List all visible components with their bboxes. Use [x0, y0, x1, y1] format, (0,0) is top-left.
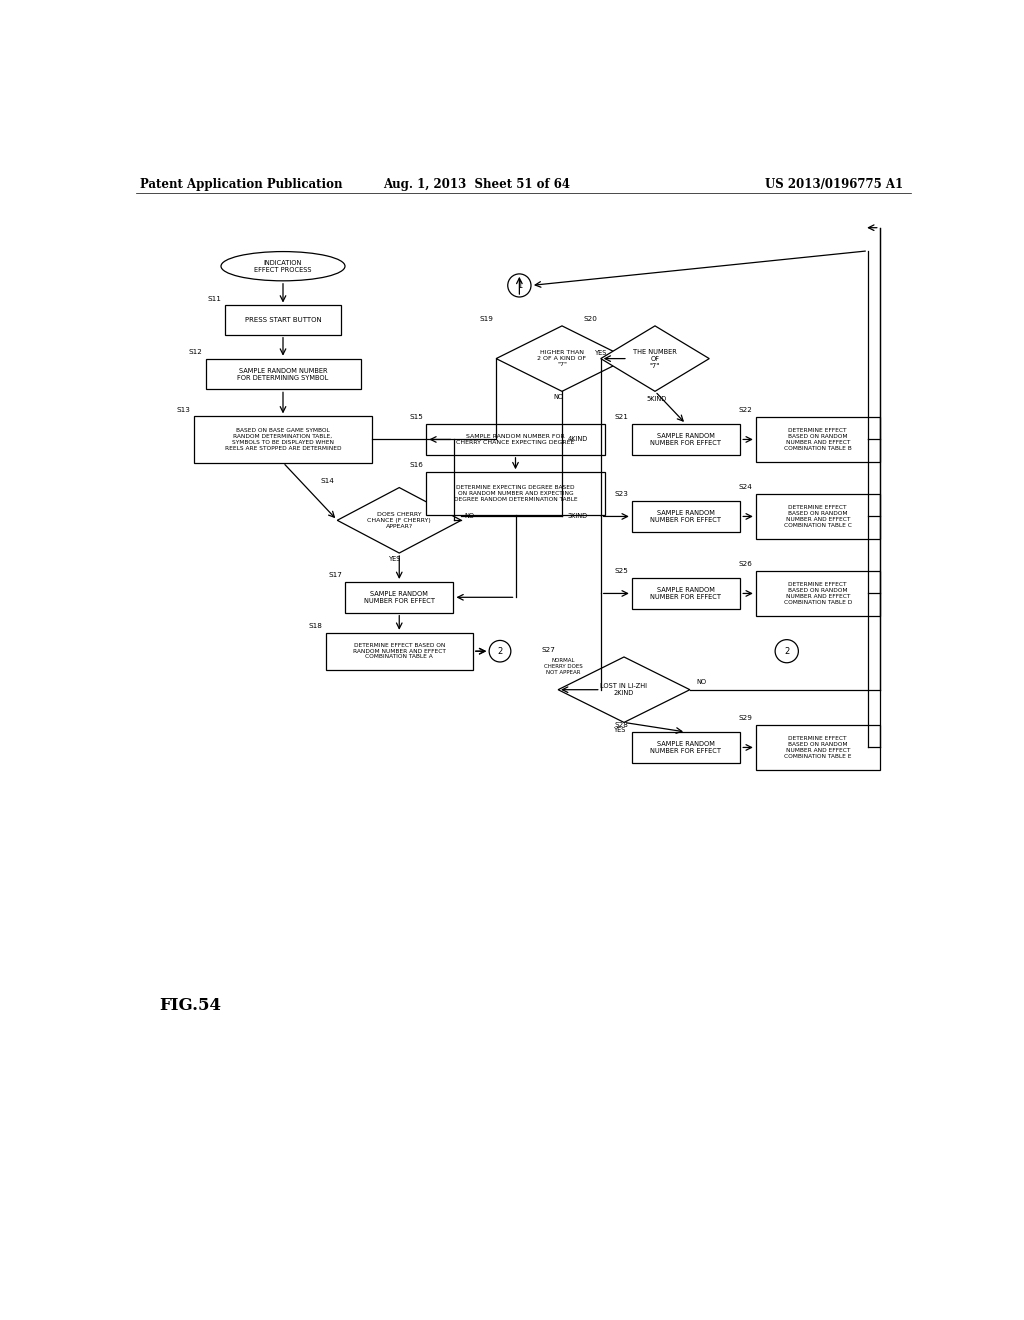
Text: HIGHER THAN
2 OF A KIND OF
"7": HIGHER THAN 2 OF A KIND OF "7" — [538, 350, 587, 367]
Text: NO: NO — [553, 395, 563, 400]
Text: NORMAL
CHERRY DOES
NOT APPEAR: NORMAL CHERRY DOES NOT APPEAR — [544, 659, 583, 675]
Text: Patent Application Publication: Patent Application Publication — [139, 178, 342, 190]
Text: US 2013/0196775 A1: US 2013/0196775 A1 — [765, 178, 903, 190]
Text: SAMPLE RANDOM NUMBER
FOR DETERMINING SYMBOL: SAMPLE RANDOM NUMBER FOR DETERMINING SYM… — [238, 367, 329, 380]
FancyBboxPatch shape — [632, 578, 740, 609]
Text: S25: S25 — [614, 568, 629, 574]
Text: INDICATION
EFFECT PROCESS: INDICATION EFFECT PROCESS — [254, 260, 311, 273]
Text: S21: S21 — [614, 414, 629, 420]
Polygon shape — [337, 487, 461, 553]
Text: S13: S13 — [177, 407, 190, 412]
Text: S29: S29 — [738, 715, 753, 721]
FancyBboxPatch shape — [225, 305, 341, 335]
Text: 2: 2 — [784, 647, 790, 656]
Text: DETERMINE EFFECT
BASED ON RANDOM
NUMBER AND EFFECT
COMBINATION TABLE C: DETERMINE EFFECT BASED ON RANDOM NUMBER … — [783, 506, 852, 528]
Text: SAMPLE RANDOM
NUMBER FOR EFFECT: SAMPLE RANDOM NUMBER FOR EFFECT — [650, 741, 722, 754]
Text: DOES CHERRY
CHANCE (F CHERRY)
APPEAR?: DOES CHERRY CHANCE (F CHERRY) APPEAR? — [368, 512, 431, 528]
Text: S16: S16 — [410, 462, 423, 469]
Polygon shape — [601, 326, 710, 391]
Text: 5KIND: 5KIND — [646, 396, 667, 401]
FancyBboxPatch shape — [756, 494, 880, 539]
Text: S19: S19 — [479, 315, 493, 322]
Text: S12: S12 — [188, 348, 203, 355]
Text: Aug. 1, 2013  Sheet 51 of 64: Aug. 1, 2013 Sheet 51 of 64 — [383, 178, 570, 190]
Text: SAMPLE RANDOM
NUMBER FOR EFFECT: SAMPLE RANDOM NUMBER FOR EFFECT — [650, 587, 722, 601]
FancyBboxPatch shape — [426, 473, 604, 515]
FancyBboxPatch shape — [632, 502, 740, 532]
Text: DETERMINE EFFECT
BASED ON RANDOM
NUMBER AND EFFECT
COMBINATION TABLE B: DETERMINE EFFECT BASED ON RANDOM NUMBER … — [784, 428, 852, 450]
Text: YES: YES — [614, 727, 627, 733]
Text: BASED ON BASE GAME SYMBOL
RANDOM DETERMINATION TABLE,
SYMBOLS TO BE DISPLAYED WH: BASED ON BASE GAME SYMBOL RANDOM DETERMI… — [224, 428, 341, 450]
Circle shape — [508, 275, 531, 297]
Text: NO: NO — [696, 678, 707, 685]
Text: YES: YES — [389, 556, 401, 562]
FancyBboxPatch shape — [756, 417, 880, 462]
Text: S20: S20 — [584, 315, 598, 322]
Text: SAMPLE RANDOM
NUMBER FOR EFFECT: SAMPLE RANDOM NUMBER FOR EFFECT — [650, 433, 722, 446]
Text: DETERMINE EFFECT BASED ON
RANDOM NUMBER AND EFFECT
COMBINATION TABLE A: DETERMINE EFFECT BASED ON RANDOM NUMBER … — [353, 643, 445, 660]
Circle shape — [775, 640, 799, 663]
Polygon shape — [496, 326, 628, 391]
FancyBboxPatch shape — [345, 582, 454, 612]
Text: S17: S17 — [328, 572, 342, 578]
FancyBboxPatch shape — [632, 733, 740, 763]
Text: SAMPLE RANDOM
NUMBER FOR EFFECT: SAMPLE RANDOM NUMBER FOR EFFECT — [364, 591, 435, 603]
Text: S11: S11 — [208, 296, 222, 302]
Text: S18: S18 — [308, 623, 323, 628]
Text: 1: 1 — [517, 281, 522, 290]
Text: S27: S27 — [541, 647, 555, 653]
Text: S14: S14 — [321, 478, 334, 483]
Text: S26: S26 — [738, 561, 753, 568]
Text: SAMPLE RANDOM
NUMBER FOR EFFECT: SAMPLE RANDOM NUMBER FOR EFFECT — [650, 510, 722, 523]
Text: 4KIND: 4KIND — [567, 437, 588, 442]
FancyBboxPatch shape — [194, 416, 372, 462]
Text: S22: S22 — [738, 408, 753, 413]
Text: PRESS START BUTTON: PRESS START BUTTON — [245, 317, 322, 323]
Text: DETERMINE EXPECTING DEGREE BASED
ON RANDOM NUMBER AND EXPECTING
DEGREE RANDOM DE: DETERMINE EXPECTING DEGREE BASED ON RAND… — [454, 484, 578, 502]
Text: S15: S15 — [410, 414, 423, 420]
Text: S24: S24 — [738, 484, 753, 490]
Text: S23: S23 — [614, 491, 629, 498]
Polygon shape — [558, 657, 690, 722]
Text: S28: S28 — [614, 722, 629, 729]
Text: FIG.54: FIG.54 — [159, 997, 221, 1014]
FancyBboxPatch shape — [756, 725, 880, 770]
Circle shape — [489, 640, 511, 663]
Text: THE NUMBER
OF
"7": THE NUMBER OF "7" — [633, 348, 677, 368]
FancyBboxPatch shape — [326, 632, 473, 669]
FancyBboxPatch shape — [426, 424, 604, 455]
Text: DETERMINE EFFECT
BASED ON RANDOM
NUMBER AND EFFECT
COMBINATION TABLE D: DETERMINE EFFECT BASED ON RANDOM NUMBER … — [783, 582, 852, 605]
Text: NO: NO — [464, 513, 474, 520]
Text: DETERMINE EFFECT
BASED ON RANDOM
NUMBER AND EFFECT
COMBINATION TABLE E: DETERMINE EFFECT BASED ON RANDOM NUMBER … — [784, 737, 852, 759]
Text: SAMPLE RANDOM NUMBER FOR
CHERRY CHANCE EXPECTING DEGREE: SAMPLE RANDOM NUMBER FOR CHERRY CHANCE E… — [457, 434, 574, 445]
FancyBboxPatch shape — [756, 572, 880, 616]
FancyBboxPatch shape — [632, 424, 740, 455]
Ellipse shape — [221, 252, 345, 281]
FancyBboxPatch shape — [206, 359, 360, 389]
Text: YES: YES — [595, 350, 607, 356]
Text: LOST IN LI-ZHI
2KIND: LOST IN LI-ZHI 2KIND — [600, 684, 647, 696]
Text: 2: 2 — [498, 647, 503, 656]
Text: 3KIND: 3KIND — [567, 513, 588, 520]
